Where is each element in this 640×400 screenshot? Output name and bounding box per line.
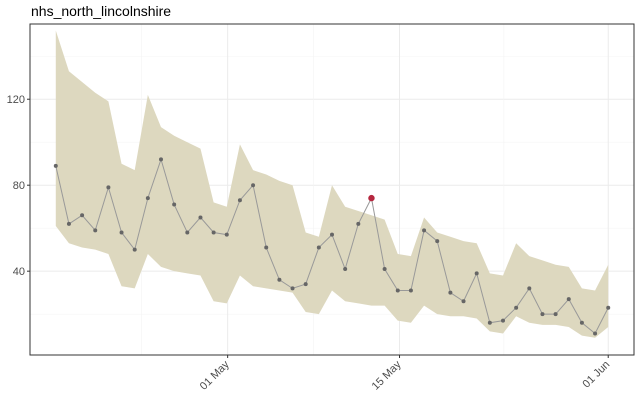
data-point [316,245,321,250]
data-point [435,239,440,244]
y-tick-label: 120 [7,94,25,106]
band-area [55,30,609,338]
data-point [606,305,611,310]
x-tick-label: 15 May [370,358,404,392]
data-point [145,196,150,201]
data-point [237,198,242,203]
data-point [172,202,177,207]
data-point [224,232,229,237]
data-point [93,228,98,233]
data-point [159,157,164,162]
data-point [106,185,111,190]
data-point [553,312,558,317]
data-point [264,245,269,250]
series-points [53,157,611,336]
data-point [487,320,492,325]
data-point [461,299,466,304]
highlight-point [368,194,375,202]
data-point [579,320,584,325]
data-point [343,267,348,272]
data-point [290,286,295,291]
y-tick-label: 40 [13,266,25,278]
data-point [474,271,479,276]
data-point [540,312,545,317]
data-point [382,267,387,272]
data-point [251,183,256,188]
data-point [356,221,361,226]
data-point [408,288,413,293]
data-point [500,318,505,323]
data-point [66,221,71,226]
data-point [527,286,532,291]
plot-border [29,23,635,356]
data-point [395,288,400,293]
data-point [330,232,334,237]
data-point [198,215,203,220]
data-point [303,282,308,287]
data-point [185,230,190,235]
data-point [277,277,282,282]
data-point [211,230,216,235]
data-point [448,290,453,295]
data-point [566,297,571,302]
data-point [422,228,427,233]
confidence-band [55,30,609,338]
data-point [53,163,58,168]
data-point [80,213,85,218]
data-point [514,305,519,310]
x-tick-label: 01 May [198,358,232,392]
y-tick-label: 80 [13,180,25,192]
data-point [119,230,124,235]
data-point [132,247,137,252]
x-tick-label: 01 Jun [580,359,612,391]
chart-title: nhs_north_lincolnshire [31,3,172,19]
data-point [593,331,598,336]
